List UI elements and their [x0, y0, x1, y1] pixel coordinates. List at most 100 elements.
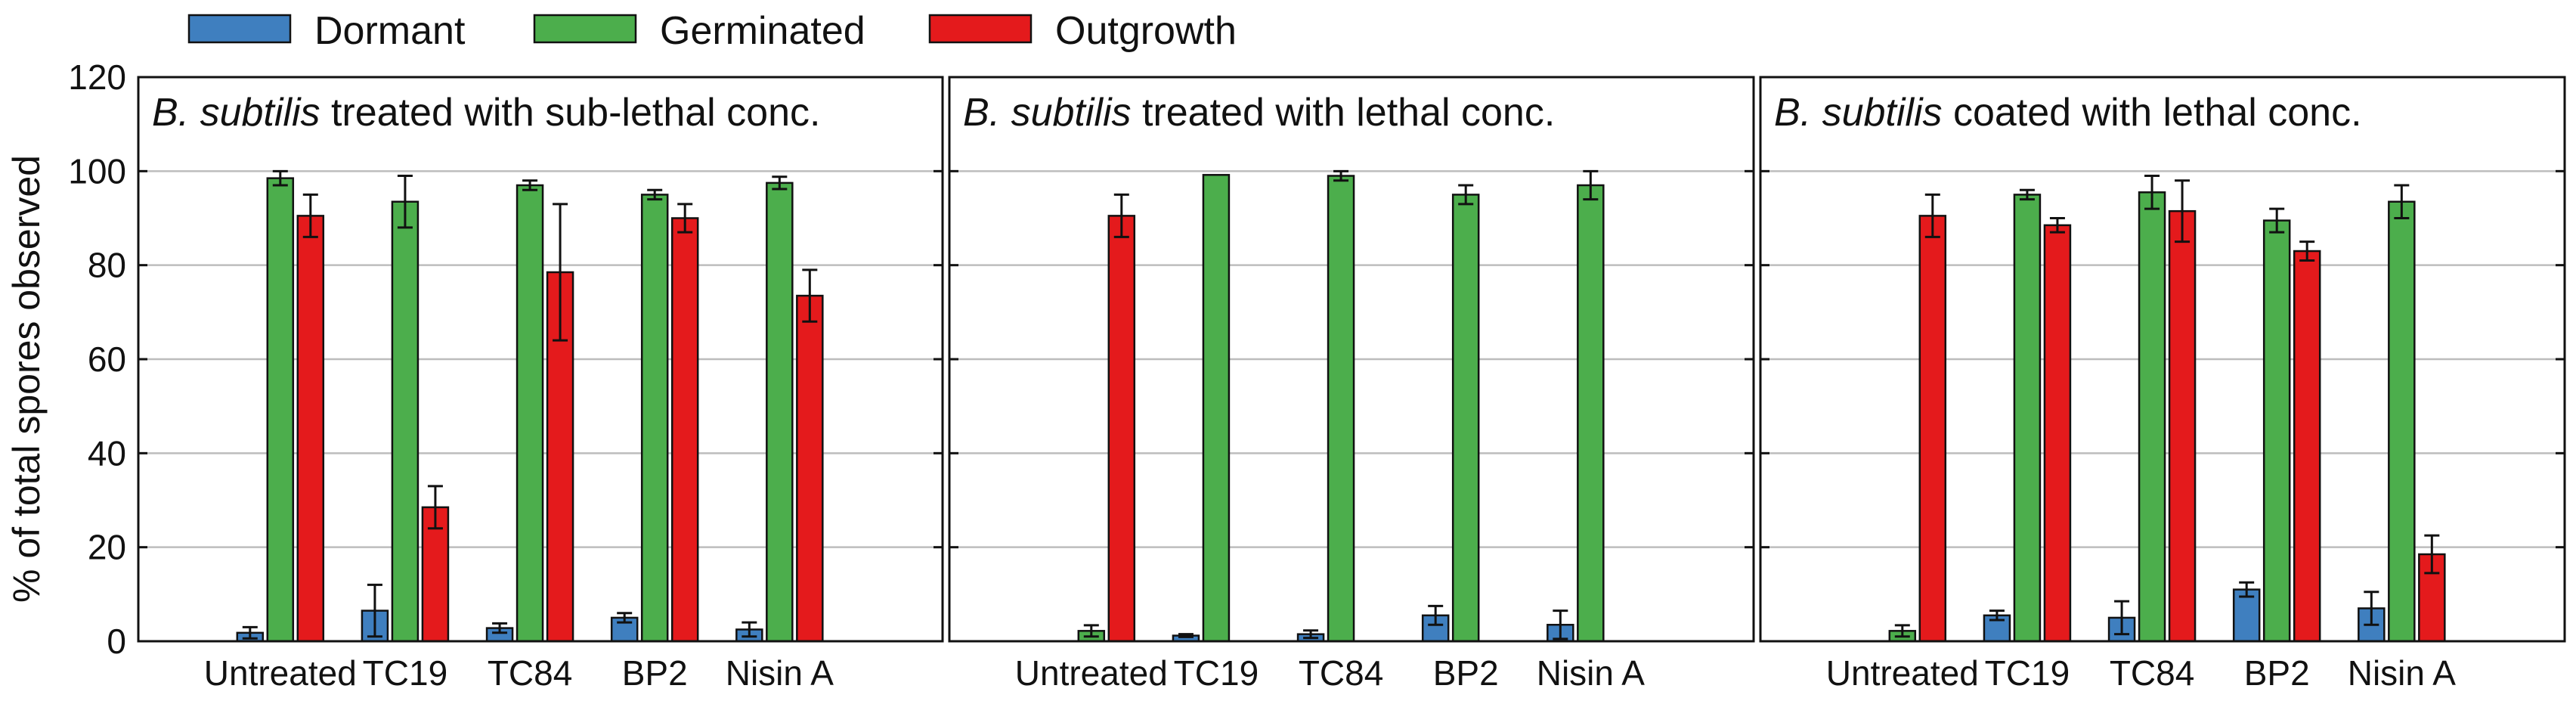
x-tick-label: Untreated — [1826, 653, 1979, 693]
panel-title-species: B. subtilis — [963, 91, 1132, 135]
bar-germinated — [2013, 194, 2042, 643]
error-bar — [397, 175, 413, 229]
legend-label-outgrowth: Outgrowth — [1055, 9, 1237, 53]
error-bar — [1924, 193, 1940, 238]
bar-outgrowth — [2293, 250, 2321, 643]
bar-germinated — [1202, 174, 1231, 643]
y-tick-label: 100 — [68, 151, 126, 191]
bar-outgrowth — [1107, 215, 1136, 643]
panel-title-condition: coated with lethal conc. — [1943, 91, 2362, 135]
panel-2: Untreated TC19 TC84 BP2 Nisin A B. subtilis t… — [948, 76, 1755, 693]
y-tick-label: 0 — [107, 622, 126, 661]
x-tick-label: TC19 — [1174, 653, 1259, 693]
legend-label-dormant: Dormant — [314, 9, 466, 53]
panel-title: B. subtilis treated with sub-lethal conc… — [152, 91, 820, 135]
panel-1: 0 20 40 60 80 100 120 Untreated TC19 TC84 BP2 Nisin… — [68, 57, 944, 693]
error-bar — [1894, 624, 1910, 638]
error-bar — [1333, 169, 1349, 182]
error-bar — [1428, 604, 1444, 626]
error-bar — [2175, 179, 2191, 243]
error-bar — [2269, 207, 2285, 234]
error-bar — [2364, 591, 2379, 626]
panel-frame — [1759, 76, 2566, 643]
error-bar — [677, 203, 693, 234]
x-tick-label: TC19 — [363, 653, 447, 693]
y-tick-label: 120 — [68, 57, 126, 97]
error-bar — [742, 621, 757, 638]
x-tick-label: TC84 — [1299, 653, 1383, 693]
bar-germinated — [766, 181, 794, 643]
bar-germinated — [516, 184, 544, 643]
bar-germinated — [2388, 200, 2416, 643]
bar-outgrowth — [670, 217, 699, 643]
bar-germinated — [391, 200, 420, 643]
bar-germinated — [2262, 219, 2291, 643]
error-bar — [367, 583, 382, 638]
error-bar — [1178, 633, 1194, 638]
error-bar — [2424, 534, 2440, 575]
legend: Dormant Germinated Outgrowth — [187, 9, 1237, 53]
bar-outgrowth — [1918, 215, 1947, 643]
legend-swatch-dormant — [187, 14, 292, 44]
error-bar — [1553, 609, 1568, 640]
error-bar — [2394, 184, 2410, 219]
error-bar — [2144, 175, 2160, 210]
bar-outgrowth — [2043, 224, 2072, 643]
bar-outgrowth — [296, 215, 325, 643]
y-tick-label: 60 — [88, 340, 126, 379]
error-bar — [772, 175, 788, 191]
error-bar — [2049, 217, 2065, 234]
bar-germinated — [1577, 184, 1605, 643]
error-bar — [1458, 184, 1474, 206]
legend-swatch-germinated — [533, 14, 637, 44]
bar-outgrowth — [796, 294, 824, 643]
panel-title-species: B. subtilis — [1774, 91, 1943, 135]
error-bar — [272, 169, 288, 187]
panel-frame — [948, 76, 1755, 643]
x-tick-label: Nisin A — [2348, 653, 2456, 693]
panel-frame — [137, 76, 944, 643]
y-axis-label: % of total spores observed — [5, 155, 48, 603]
x-tick-label: BP2 — [1433, 653, 1499, 693]
error-bar — [427, 485, 443, 530]
error-bar — [492, 622, 508, 634]
bar-germinated — [1451, 194, 1480, 643]
panel-title-condition: treated with sub-lethal conc. — [320, 91, 821, 135]
error-bar — [1083, 624, 1099, 638]
bar-germinated — [640, 194, 669, 643]
error-bar — [302, 193, 318, 238]
x-tick-label: TC19 — [1985, 653, 2070, 693]
bar-outgrowth — [2168, 209, 2197, 643]
panel-title-species: B. subtilis — [152, 91, 320, 135]
y-tick-label: 20 — [88, 528, 126, 567]
panel-title-condition: treated with lethal conc. — [1132, 91, 1556, 135]
error-bar — [242, 625, 258, 640]
x-tick-label: BP2 — [2244, 653, 2310, 693]
error-bar — [1303, 629, 1319, 640]
error-bar — [1989, 609, 2005, 622]
error-bar — [1583, 169, 1599, 201]
bar-dormant — [2232, 588, 2261, 643]
error-bar — [2239, 581, 2255, 598]
panel-title: B. subtilis coated with lethal conc. — [1774, 91, 2362, 135]
error-bar — [1113, 193, 1129, 238]
bar-germinated — [1327, 175, 1355, 643]
y-tick-label: 80 — [88, 246, 126, 285]
legend-label-germinated: Germinated — [660, 9, 865, 53]
x-tick-label: Nisin A — [726, 653, 834, 693]
error-bar — [802, 268, 818, 323]
x-tick-label: Untreated — [1015, 653, 1168, 693]
x-tick-label: TC84 — [488, 653, 572, 693]
x-tick-label: TC84 — [2110, 653, 2194, 693]
error-bar — [2114, 600, 2130, 636]
error-bar — [617, 612, 633, 624]
error-bar — [2299, 240, 2315, 262]
y-tick-label: 40 — [88, 433, 126, 473]
error-bar — [522, 179, 538, 191]
bar-germinated — [2138, 191, 2166, 643]
panel-title: B. subtilis treated with lethal conc. — [963, 91, 1555, 135]
x-tick-label: Untreated — [204, 653, 357, 693]
legend-swatch-outgrowth — [928, 14, 1033, 44]
